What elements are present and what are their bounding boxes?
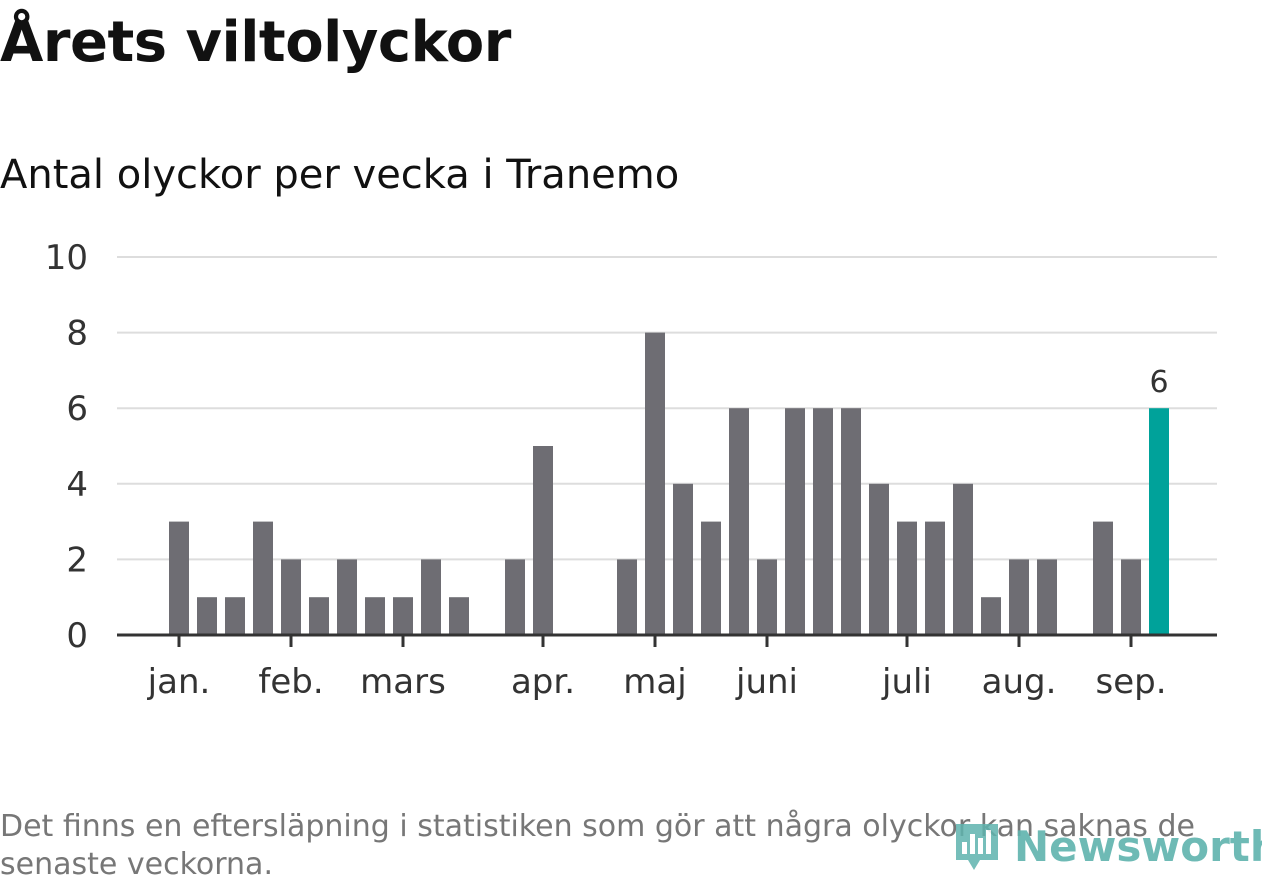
bar xyxy=(505,559,525,635)
bar-chart-logo-icon xyxy=(956,824,998,870)
x-tick-label: juli xyxy=(881,662,932,702)
bar xyxy=(869,483,889,635)
bar xyxy=(393,597,413,635)
bar xyxy=(701,521,721,635)
logo-text: Newsworthy xyxy=(1014,821,1262,871)
x-tick-label: maj xyxy=(623,662,686,702)
bar xyxy=(1121,559,1141,635)
bar xyxy=(617,559,637,635)
bar xyxy=(1093,521,1113,635)
newsworthy-logo: Newsworthy xyxy=(952,818,1262,874)
highlight-bar xyxy=(1149,408,1169,635)
y-tick-label: 4 xyxy=(66,465,88,505)
bar xyxy=(1009,559,1029,635)
chart-title: Årets viltolyckor xyxy=(0,10,511,75)
bar xyxy=(169,521,189,635)
x-tick-label: feb. xyxy=(258,662,323,702)
bar-chart: 0 2 4 6 8 10 6 jan. feb. mars apr. maj juni juli aug. s… xyxy=(45,238,1217,702)
bar xyxy=(449,597,469,635)
y-tick-label: 0 xyxy=(66,616,88,656)
data-label: 6 xyxy=(1149,365,1168,400)
bar xyxy=(309,597,329,635)
bar xyxy=(421,559,441,635)
bar xyxy=(533,446,553,635)
bar xyxy=(1037,559,1057,635)
bar xyxy=(981,597,1001,635)
bar xyxy=(281,559,301,635)
bar xyxy=(673,483,693,635)
x-tick-label: jan. xyxy=(147,662,211,702)
chart-subtitle: Antal olyckor per vecka i Tranemo xyxy=(0,152,680,198)
bar xyxy=(197,597,217,635)
bar xyxy=(645,332,665,635)
y-tick-label: 6 xyxy=(66,389,88,429)
bar xyxy=(813,408,833,635)
bar xyxy=(253,521,273,635)
bar xyxy=(365,597,385,635)
bar xyxy=(841,408,861,635)
bar xyxy=(925,521,945,635)
y-tick-label: 2 xyxy=(66,540,88,580)
x-tick-label: apr. xyxy=(511,662,575,702)
bar xyxy=(785,408,805,635)
x-tick-label: aug. xyxy=(982,662,1057,702)
bar xyxy=(729,408,749,635)
y-tick-label: 8 xyxy=(66,314,88,354)
x-tick-label: juni xyxy=(735,662,798,702)
bar xyxy=(897,521,917,635)
bar xyxy=(337,559,357,635)
bar xyxy=(953,483,973,635)
x-tick-label: mars xyxy=(360,662,446,702)
bar xyxy=(225,597,245,635)
bar xyxy=(757,559,777,635)
x-tick-label: sep. xyxy=(1095,662,1166,702)
y-tick-label: 10 xyxy=(45,238,88,278)
